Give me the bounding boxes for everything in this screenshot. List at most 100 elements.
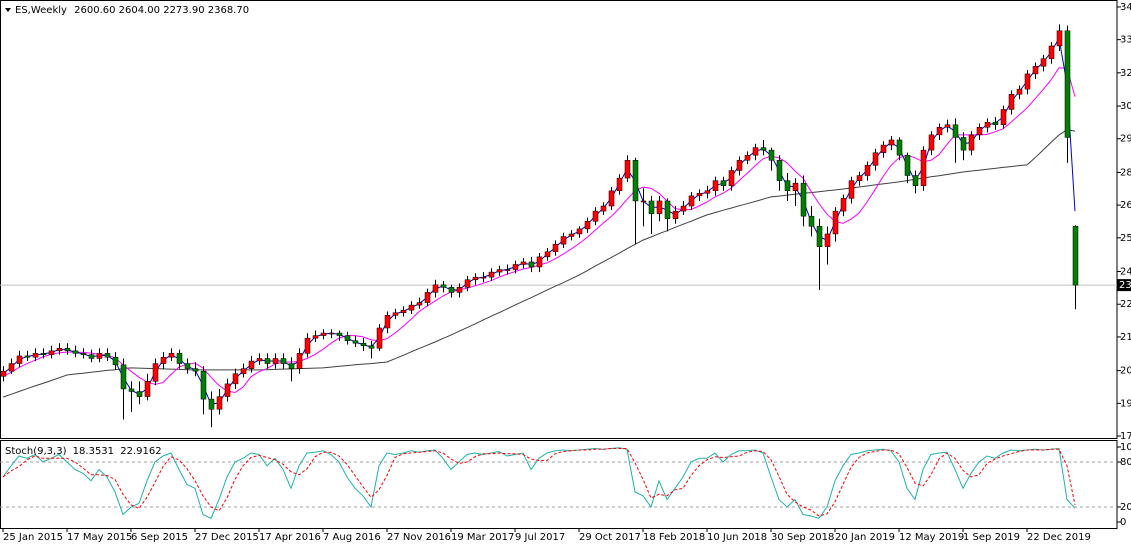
candle-body [328, 332, 335, 335]
y-tick-label: 3073.50 [1120, 101, 1131, 112]
y-tick-label: 1903.50 [1120, 398, 1131, 409]
candle-body [224, 383, 231, 397]
candle-body [320, 332, 327, 336]
x-tick-label: 29 Oct 2017 [579, 532, 641, 543]
candle-body [424, 292, 431, 303]
candle-body [760, 147, 767, 151]
candle-body [344, 335, 351, 341]
candle-body [624, 160, 631, 179]
candle-body [32, 353, 39, 358]
candle-body [376, 327, 383, 349]
candle-body [128, 388, 135, 392]
candle-body [200, 370, 207, 400]
candle-body [24, 355, 31, 358]
candle-body [968, 134, 975, 151]
candle-body [232, 373, 239, 385]
candle-body [904, 154, 911, 176]
candle-body [304, 337, 311, 354]
candle-body [616, 177, 623, 192]
candle-body [216, 396, 223, 410]
y-tick-label: 2293.50 [1120, 299, 1131, 310]
candle-body [80, 353, 87, 355]
candle-body [536, 256, 543, 268]
y-tick-label: 3463.50 [1120, 2, 1131, 13]
candle-body [936, 127, 943, 136]
candle-body [864, 165, 871, 176]
x-tick-label: 20 Jan 2019 [835, 532, 895, 543]
candle-body [664, 200, 671, 219]
candle-body [680, 205, 687, 212]
x-tick-label: 19 Mar 2017 [451, 532, 514, 543]
candle-body [1056, 30, 1063, 47]
ohlc-values: 2600.60 2604.00 2273.90 2368.70 [74, 5, 249, 16]
candle-body [272, 358, 279, 364]
candle-body [104, 353, 111, 358]
candle-body [952, 124, 959, 138]
candle-body [600, 205, 607, 212]
candle-body [648, 200, 655, 214]
candle-body [456, 287, 463, 293]
candle-body [528, 261, 535, 268]
candle-body [480, 276, 487, 279]
candle-body [944, 124, 951, 128]
candle-body [440, 284, 447, 288]
candle-body [736, 160, 743, 171]
candle-body [696, 193, 703, 197]
candle-body [840, 198, 847, 212]
candle-body [152, 363, 159, 382]
candle-body [1064, 30, 1071, 138]
candle-body [976, 127, 983, 136]
x-tick-label: 6 Sep 2015 [131, 532, 188, 543]
candle-body [496, 269, 503, 273]
candle-body [1040, 58, 1047, 67]
candle-body [768, 149, 775, 161]
candle-body [312, 335, 319, 339]
candle-body [408, 304, 415, 311]
candle-body [256, 358, 263, 362]
x-tick-label: 17 Apr 2016 [259, 532, 321, 543]
candle-body [808, 215, 815, 227]
candle-body [584, 221, 591, 230]
candle-body [1016, 88, 1023, 95]
candle-body [888, 139, 895, 146]
candle-body [672, 210, 679, 219]
y-tick-label: 2812.20 [1120, 167, 1131, 178]
x-tick-label: 17 May 2015 [67, 532, 132, 543]
x-tick-label: 25 Jan 2015 [3, 532, 63, 543]
y-tick-label: 1774.80 [1120, 431, 1131, 442]
candle-body [776, 160, 783, 181]
x-tick-label: 27 Dec 2015 [195, 532, 259, 543]
candle-body [168, 353, 175, 358]
y-tick-label: 2032.20 [1120, 366, 1131, 377]
indicator-y-tick-label: 0 [1120, 517, 1126, 528]
candle-body [688, 195, 695, 207]
candle-body [184, 363, 191, 369]
candle-body [472, 276, 479, 280]
candle-body [280, 358, 287, 364]
indicator-y-tick-label: 100 [1120, 442, 1131, 453]
candle-body [488, 271, 495, 278]
candle-body [288, 363, 295, 369]
candle-body [8, 363, 15, 372]
candle-body [248, 360, 255, 369]
candle-body [72, 350, 79, 354]
candle-body [1032, 66, 1039, 75]
candle-body [112, 356, 119, 366]
candle-body [704, 190, 711, 194]
x-tick-label: 18 Feb 2018 [643, 532, 705, 543]
candle-body [960, 137, 967, 151]
candle-body [1048, 45, 1055, 59]
candle-body [632, 160, 639, 202]
candle-body [64, 348, 71, 352]
candle-body [208, 398, 215, 410]
indicator-y-tick-label: 20 [1120, 502, 1131, 513]
candle-body [800, 182, 807, 217]
menu-arrow[interactable] [5, 8, 11, 12]
indicator-signal-value: 22.9162 [120, 446, 161, 457]
candle-body [608, 190, 615, 207]
candle-body [336, 332, 343, 336]
last-price-box [1117, 279, 1131, 292]
indicator-line [2, 448, 1076, 517]
